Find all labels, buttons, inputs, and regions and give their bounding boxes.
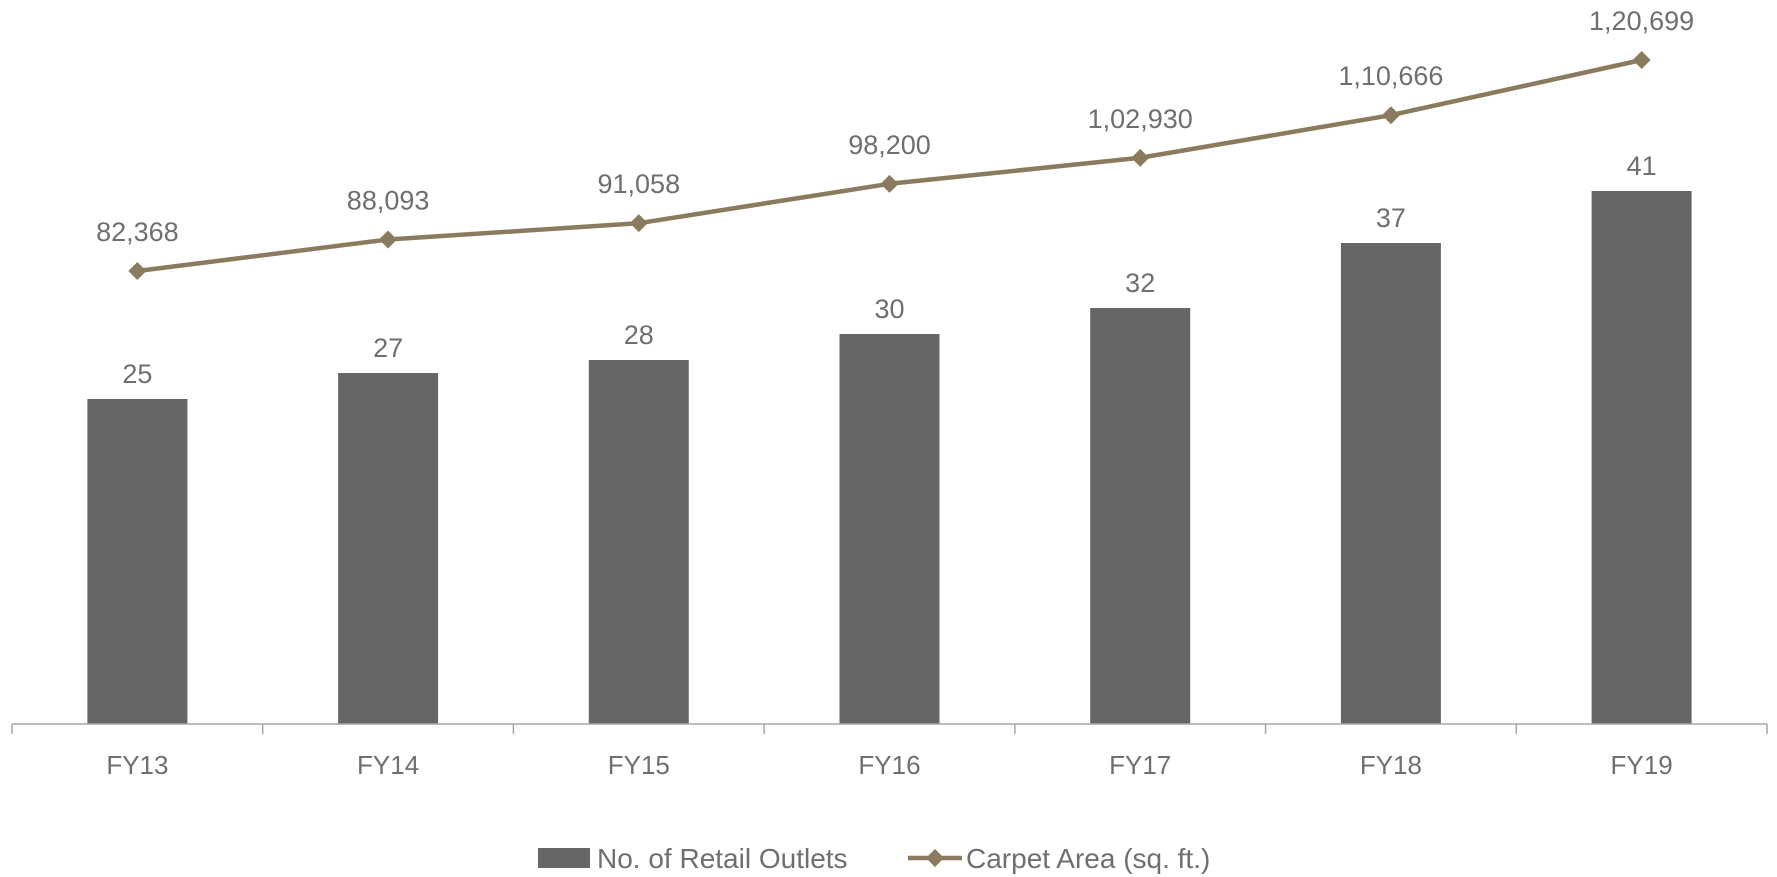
carpet-area-point-fy19 [1632, 51, 1651, 69]
bar-value-label: 37 [1376, 203, 1406, 233]
bar-fy18 [1340, 243, 1441, 724]
legend-swatch-diamond [926, 849, 944, 867]
line-value-label: 1,02,930 [1088, 104, 1193, 134]
legend: No. of Retail Outlets Carpet Area (sq. ft… [538, 843, 1210, 874]
bar-fy16 [839, 334, 940, 724]
line-value-label: 88,093 [347, 186, 430, 216]
bar-value-label: 28 [624, 320, 654, 350]
bar-value-label: 25 [122, 359, 152, 389]
x-tick-label: FY19 [1611, 750, 1673, 780]
x-tick-label: FY18 [1360, 750, 1422, 780]
x-tick-label: FY14 [357, 750, 419, 780]
carpet-area-point-fy18 [1381, 106, 1400, 125]
bar-fy17 [1090, 308, 1191, 724]
legend-swatch-bar [538, 848, 590, 868]
line-value-label: 82,368 [96, 217, 179, 247]
bar-fy19 [1591, 191, 1692, 724]
bar-value-label: 41 [1627, 151, 1657, 181]
legend-label-bar: No. of Retail Outlets [597, 843, 848, 874]
x-axis: FY13 FY14 FY15 FY16 FY17 FY18 FY19 [11, 723, 1768, 780]
bar-value-label: 30 [874, 294, 904, 324]
bar-series: 25 27 28 30 32 37 41 [87, 151, 1692, 724]
carpet-area-point-fy14 [379, 230, 398, 249]
bar-value-label: 32 [1125, 268, 1155, 298]
x-tick-label: FY17 [1109, 750, 1171, 780]
bar-fy13 [87, 399, 188, 724]
carpet-area-point-fy13 [128, 262, 147, 280]
bar-value-label: 27 [373, 333, 403, 363]
bar-fy14 [338, 373, 439, 724]
carpet-area-line [137, 57, 1643, 274]
line-series: 82,368 88,093 91,058 98,200 1,02,930 1,10,666… [96, 6, 1694, 280]
x-tick-label: FY16 [858, 750, 920, 780]
line-value-label: 1,20,699 [1589, 6, 1694, 36]
line-value-label: 98,200 [848, 130, 931, 160]
carpet-area-point-fy16 [880, 174, 899, 193]
x-tick-label: FY15 [608, 750, 670, 780]
line-value-label: 91,058 [598, 169, 681, 199]
line-value-label: 1,10,666 [1338, 61, 1443, 91]
bar-fy15 [588, 360, 689, 724]
legend-label-line: Carpet Area (sq. ft.) [966, 843, 1210, 874]
carpet-area-point-fy15 [629, 214, 648, 233]
x-tick-label: FY13 [106, 750, 168, 780]
carpet-area-point-fy17 [1131, 148, 1150, 167]
